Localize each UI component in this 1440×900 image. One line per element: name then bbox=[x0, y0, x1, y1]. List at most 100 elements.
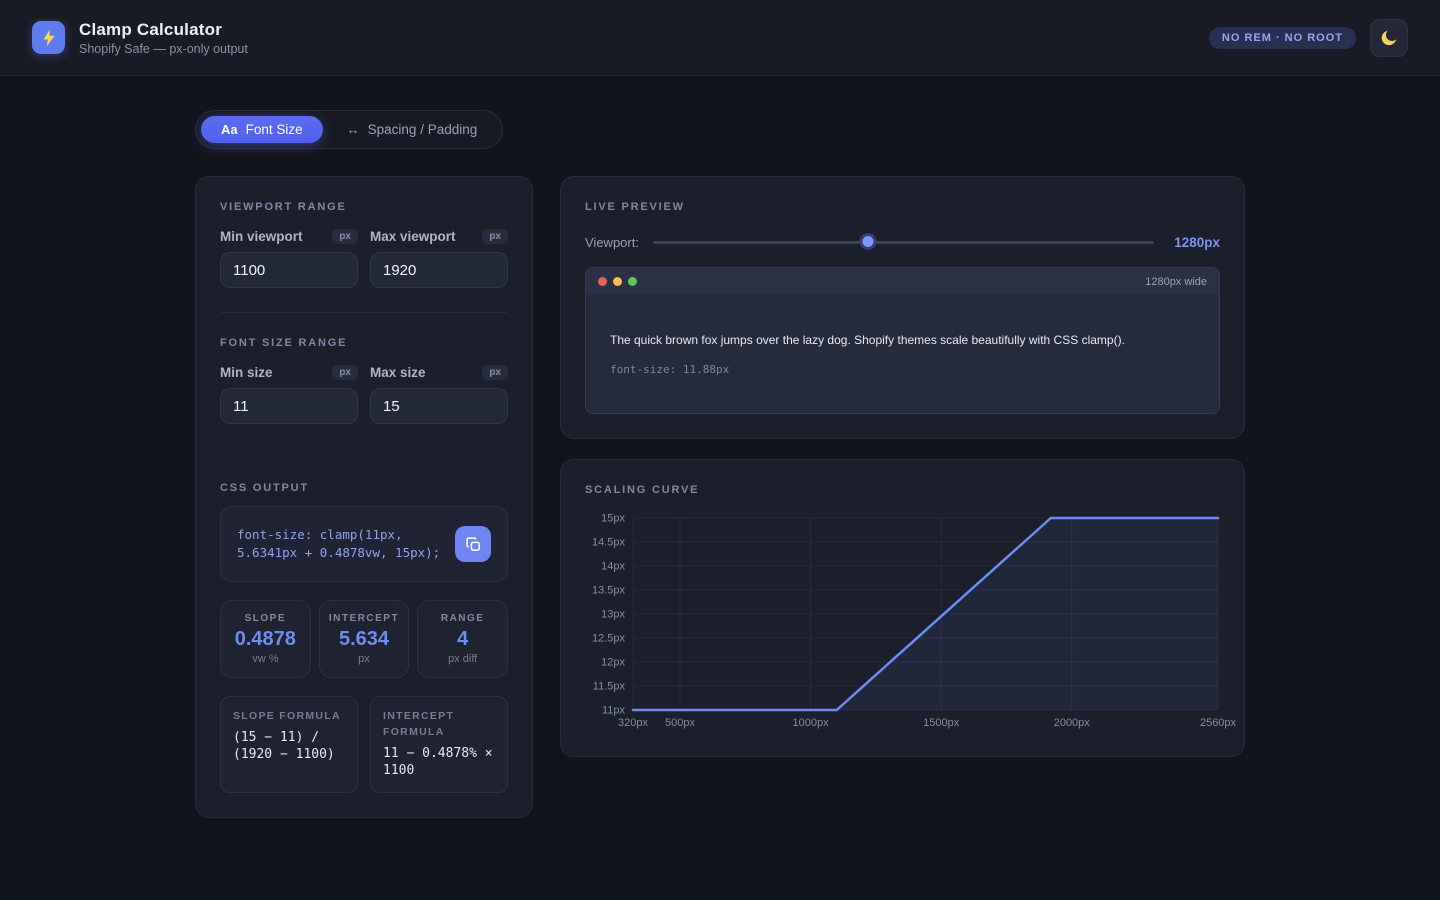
max-viewport-label: Max viewport bbox=[370, 229, 456, 244]
slope-stat-card: SLOPE 0.4878 vw % bbox=[220, 600, 311, 678]
preview-body: The quick brown fox jumps over the lazy … bbox=[586, 295, 1219, 413]
brand-text: Clamp Calculator Shopify Safe — px-only … bbox=[79, 20, 248, 56]
preview-computed-size: font-size: 11.88px bbox=[610, 362, 730, 376]
font-size-range-title: FONT SIZE RANGE bbox=[220, 337, 348, 349]
header-actions: NO REM · NO ROOT bbox=[1208, 18, 1408, 57]
min-viewport-input[interactable] bbox=[220, 252, 358, 288]
app-logo bbox=[32, 21, 65, 54]
live-preview-panel: LIVE PREVIEW Viewport: 1280px 1280px wid… bbox=[560, 176, 1245, 439]
copy-icon bbox=[465, 536, 480, 551]
svg-text:500px: 500px bbox=[665, 717, 695, 729]
intercept-formula-card: INTERCEPT FORMULA 11 − 0.4878% × 1100 bbox=[370, 696, 508, 793]
preview-browser-window: 1280px wide The quick brown fox jumps ov… bbox=[585, 267, 1220, 414]
traffic-light-green-icon bbox=[628, 277, 637, 286]
viewport-range-title: VIEWPORT RANGE bbox=[220, 201, 347, 213]
preview-titlebar: 1280px wide bbox=[586, 268, 1219, 295]
stat-label: RANGE bbox=[440, 613, 485, 624]
font-size-icon: Aa bbox=[221, 122, 238, 137]
stat-label: INTERCEPT bbox=[328, 613, 400, 624]
traffic-light-red-icon bbox=[598, 277, 607, 286]
px-unit-badge: px bbox=[332, 229, 358, 244]
svg-text:12px: 12px bbox=[601, 657, 625, 669]
arrows-horizontal-icon: ↔ bbox=[346, 122, 360, 137]
max-size-label: Max size bbox=[370, 365, 426, 380]
page-title: Clamp Calculator bbox=[79, 19, 223, 39]
svg-text:1000px: 1000px bbox=[793, 717, 830, 729]
stat-value: 0.4878 bbox=[234, 628, 296, 650]
min-viewport-label: Min viewport bbox=[220, 229, 303, 244]
px-unit-badge: px bbox=[332, 365, 358, 380]
scaling-curve-title: SCALING CURVE bbox=[585, 484, 700, 496]
preview-sample-text: The quick brown fox jumps over the lazy … bbox=[610, 333, 1125, 348]
max-size-field-group: Max size px bbox=[370, 365, 508, 424]
scaling-curve-chart: 11px 11.5px 12px 12.5px 13px 13.5px 14px 14.5px… bbox=[585, 510, 1237, 732]
viewport-slider[interactable] bbox=[652, 233, 1154, 251]
theme-toggle-button[interactable] bbox=[1370, 18, 1408, 57]
copy-css-button[interactable] bbox=[455, 526, 491, 562]
no-rem-badge: NO REM · NO ROOT bbox=[1208, 26, 1356, 49]
svg-text:2560px: 2560px bbox=[1200, 717, 1237, 729]
svg-text:320px: 320px bbox=[618, 717, 648, 729]
min-size-label: Min size bbox=[220, 365, 273, 380]
svg-text:12.5px: 12.5px bbox=[592, 633, 626, 645]
app-header: Clamp Calculator Shopify Safe — px-only … bbox=[0, 0, 1440, 76]
traffic-light-yellow-icon bbox=[613, 277, 622, 286]
stat-label: SLOPE bbox=[244, 613, 287, 624]
px-unit-badge: px bbox=[482, 229, 508, 244]
controls-panel: VIEWPORT RANGE Min viewport px Max viewp… bbox=[195, 176, 533, 818]
svg-text:14.5px: 14.5px bbox=[592, 537, 626, 549]
css-output-card: font-size: clamp(11px, 5.6341px + 0.4878… bbox=[220, 506, 508, 582]
svg-text:11.5px: 11.5px bbox=[593, 681, 626, 693]
stat-unit: vw % bbox=[252, 653, 279, 665]
svg-text:13px: 13px bbox=[601, 609, 625, 621]
tab-spacing-padding[interactable]: ↔ Spacing / Padding bbox=[327, 116, 498, 143]
stat-value: 4 bbox=[457, 628, 469, 650]
tab-label: Spacing / Padding bbox=[367, 122, 478, 137]
max-viewport-input[interactable] bbox=[370, 252, 508, 288]
slope-formula-card: SLOPE FORMULA (15 − 11) / (1920 − 1100) bbox=[220, 696, 358, 793]
slider-track[interactable] bbox=[652, 241, 1154, 244]
min-viewport-field-group: Min viewport px bbox=[220, 229, 358, 288]
viewport-slider-value: 1280px bbox=[1174, 234, 1220, 250]
section-divider bbox=[220, 312, 508, 313]
formula-row: SLOPE FORMULA (15 − 11) / (1920 − 1100) … bbox=[220, 696, 508, 793]
lightning-bolt-icon bbox=[42, 29, 55, 46]
min-size-field-group: Min size px bbox=[220, 365, 358, 424]
max-viewport-field-group: Max viewport px bbox=[370, 229, 508, 288]
brand: Clamp Calculator Shopify Safe — px-only … bbox=[32, 20, 248, 56]
viewport-range-fields: Min viewport px Max viewport px bbox=[220, 229, 508, 288]
stat-value: 5.634 bbox=[338, 628, 390, 650]
live-preview-title: LIVE PREVIEW bbox=[585, 201, 685, 213]
min-size-input[interactable] bbox=[220, 388, 358, 424]
css-output-code: font-size: clamp(11px, 5.6341px + 0.4878… bbox=[237, 526, 441, 560]
page-subtitle: Shopify Safe — px-only output bbox=[79, 41, 248, 56]
max-size-input[interactable] bbox=[370, 388, 508, 424]
viewport-slider-label: Viewport: bbox=[585, 234, 639, 250]
svg-text:11px: 11px bbox=[602, 705, 626, 717]
line-chart: 11px 11.5px 12px 12.5px 13px 13.5px 14px 14.5px… bbox=[592, 513, 1237, 730]
tab-font-size[interactable]: Aa Font Size bbox=[201, 116, 323, 143]
scaling-curve-panel: SCALING CURVE 11px 11.5px 12px 12.5px 13px 13… bbox=[560, 459, 1245, 757]
stat-unit: px bbox=[358, 653, 370, 665]
svg-text:1500px: 1500px bbox=[923, 717, 960, 729]
tab-label: Font Size bbox=[245, 122, 303, 137]
moon-icon bbox=[1381, 30, 1396, 46]
stat-unit: px diff bbox=[448, 653, 478, 665]
svg-text:15px: 15px bbox=[601, 513, 625, 525]
formula-code: 11 − 0.4878% × 1100 bbox=[383, 745, 493, 779]
range-stat-card: RANGE 4 px diff bbox=[417, 600, 508, 678]
intercept-stat-card: INTERCEPT 5.634 px bbox=[318, 600, 410, 678]
viewport-slider-row: Viewport: 1280px bbox=[585, 233, 1220, 251]
svg-text:13.5px: 13.5px bbox=[592, 585, 626, 597]
formula-label: INTERCEPT FORMULA bbox=[383, 710, 455, 738]
font-size-range-fields: Min size px Max size px bbox=[220, 365, 508, 424]
mode-tabs: Aa Font Size ↔ Spacing / Padding bbox=[195, 110, 504, 149]
preview-width-label: 1280px wide bbox=[1145, 275, 1207, 288]
formula-code: (15 − 11) / (1920 − 1100) bbox=[233, 729, 335, 763]
px-unit-badge: px bbox=[482, 365, 508, 380]
slider-thumb[interactable] bbox=[859, 233, 877, 250]
formula-label: SLOPE FORMULA bbox=[233, 710, 341, 722]
svg-text:14px: 14px bbox=[601, 561, 625, 573]
stats-row: SLOPE 0.4878 vw % INTERCEPT 5.634 px RAN… bbox=[220, 600, 508, 678]
svg-text:2000px: 2000px bbox=[1054, 717, 1091, 729]
